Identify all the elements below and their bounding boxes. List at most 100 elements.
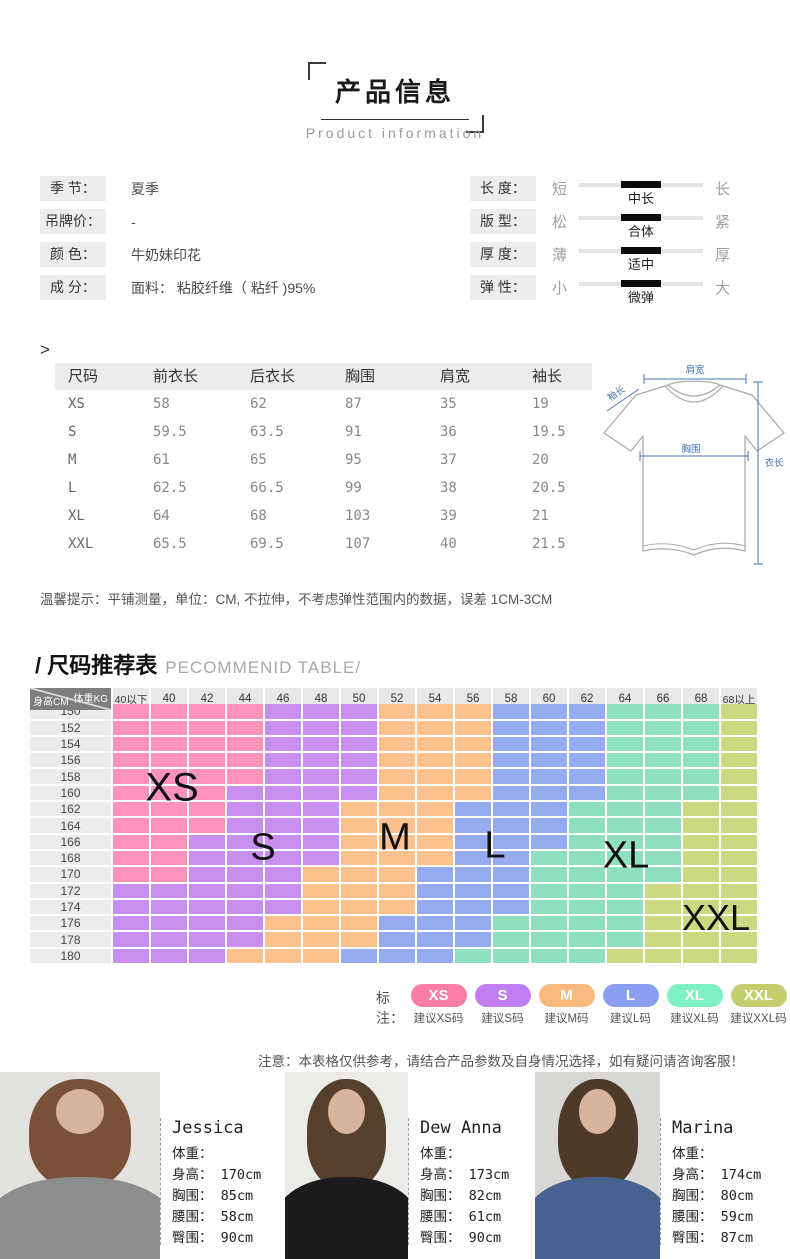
size-zone-letter: XL <box>602 834 650 877</box>
grid-cell-L <box>493 753 529 768</box>
slider-value-marker <box>621 181 662 188</box>
grid-cell-XXL <box>645 916 681 931</box>
size-table-cell: 59.5 <box>153 424 187 440</box>
grid-cell-S <box>265 769 301 784</box>
grid-cell-XXL <box>721 850 757 866</box>
sleeve-label: 袖长 <box>605 383 628 404</box>
height-row-label: 168 <box>30 850 111 866</box>
grid-cell-XL <box>645 802 681 817</box>
column-header: 袖长 <box>532 368 563 385</box>
grid-cell-XXL <box>683 932 719 947</box>
grid-cell-M <box>341 834 377 849</box>
grid-cell-M <box>417 704 453 719</box>
grid-cell-S <box>303 802 339 817</box>
tshirt-collar <box>667 384 721 397</box>
grid-cell-M <box>455 720 491 735</box>
size-table-row: XS 58 62 87 35 19 <box>55 390 592 418</box>
grid-cell-XL <box>683 704 719 719</box>
grid-cell-XL <box>645 753 681 768</box>
attribute-value: 面料： 粘胶纤维（ 粘纤 )95% <box>131 279 316 296</box>
grid-cell-M <box>341 802 377 817</box>
grid-cell-XS <box>189 802 225 817</box>
length-label: 衣长 <box>764 457 784 469</box>
grid-cell-XS <box>113 753 149 768</box>
grid-cell-S <box>265 867 301 882</box>
slider-value-label: 中长 <box>628 191 655 206</box>
grid-cell-S <box>227 834 263 849</box>
grid-cell-M <box>379 769 415 784</box>
attribute-row: 成 分： 面料： 粘胶纤维（ 粘纤 )95% <box>40 271 440 304</box>
grid-cell-M <box>379 753 415 768</box>
grid-cell-S <box>151 883 187 898</box>
size-table-cell: 36 <box>440 424 457 440</box>
height-row-label: 160 <box>30 785 111 801</box>
grid-cell-L <box>569 785 605 801</box>
grid-cell-S <box>113 948 149 964</box>
grid-cell-XXL <box>645 932 681 947</box>
grid-cell-XS <box>113 850 149 866</box>
grid-cell-XL <box>569 850 605 866</box>
grid-cell-XS <box>113 769 149 784</box>
size-table-cell: 20 <box>532 452 549 468</box>
size-table-cell: XXL <box>68 536 94 552</box>
grid-cell-L <box>417 916 453 931</box>
grid-cell-M <box>341 916 377 931</box>
grid-cell-M <box>417 834 453 849</box>
page-subtitle: Product information <box>305 125 485 141</box>
grid-cell-XL <box>607 867 643 882</box>
grid-cell-XXL <box>683 883 719 898</box>
grid-cell-L <box>531 802 567 817</box>
attribute-row: 颜 色： 牛奶妹印花 <box>40 238 440 271</box>
size-table-cell: 62 <box>250 396 267 412</box>
grid-cell-XL <box>683 753 719 768</box>
grid-cell-XL <box>493 916 529 931</box>
recommend-table-title: / 尺码推荐表 PECOMMENID TABLE/ <box>35 648 361 680</box>
reference-note: 注意：本表格仅供参考，请结合产品参数及自身情况选择，如有疑问请咨询客服！ <box>258 1053 744 1069</box>
grid-cell-M <box>379 704 415 719</box>
grid-cell-XL <box>569 899 605 915</box>
grid-cell-L <box>531 736 567 752</box>
grid-cell-L <box>341 948 377 964</box>
size-zone-letter: L <box>484 824 506 867</box>
attribute-row: 季 节： 夏季 <box>40 172 440 205</box>
grid-cell-XS <box>151 753 187 768</box>
grid-cell-XXL <box>645 948 681 964</box>
size-table-row: XXL 65.5 69.5 107 40 21.5 <box>55 530 592 558</box>
grid-cell-XS <box>151 704 187 719</box>
grid-cell-XL <box>607 753 643 768</box>
size-table-cell: 64 <box>153 508 170 524</box>
size-table-cell: 58 <box>153 396 170 412</box>
measure-tip: 温馨提示：平铺测量，单位：CM, 不拉伸，不考虑弹性范围内的数据，误差 1CM-… <box>40 591 553 607</box>
grid-cell-M <box>417 818 453 833</box>
size-table-cell: 40 <box>440 536 457 552</box>
grid-cell-S <box>265 720 301 735</box>
grid-cell-S <box>151 899 187 915</box>
grid-cell-XL <box>569 948 605 964</box>
grid-cell-M <box>227 948 263 964</box>
grid-cell-L <box>531 834 567 849</box>
grid-cell-L <box>455 834 491 849</box>
grid-cell-S <box>303 720 339 735</box>
grid-cell-XL <box>607 818 643 833</box>
size-table-cell: 87 <box>345 396 362 412</box>
grid-cell-XS <box>189 736 225 752</box>
grid-cell-M <box>417 802 453 817</box>
grid-cell-L <box>379 916 415 931</box>
grid-cell-XS <box>151 802 187 817</box>
grid-cell-XL <box>569 916 605 931</box>
model-stat: 臀围： 90cm <box>420 1230 502 1246</box>
model-name: Dew Anna <box>420 1118 502 1138</box>
size-table-cell: 99 <box>345 480 362 496</box>
grid-cell-XS <box>151 850 187 866</box>
grid-cell-M <box>417 850 453 866</box>
grid-cell-M <box>455 753 491 768</box>
grid-cell-XXL <box>683 867 719 882</box>
grid-cell-M <box>341 883 377 898</box>
grid-cell-S <box>189 916 225 931</box>
grid-cell-XS <box>189 769 225 784</box>
legend-item: S 建议S码 <box>471 984 534 1028</box>
grid-cell-S <box>189 850 225 866</box>
grid-cell-S <box>341 753 377 768</box>
grid-cell-XXL <box>683 818 719 833</box>
legend-caption: 建议S码 <box>481 1013 524 1025</box>
